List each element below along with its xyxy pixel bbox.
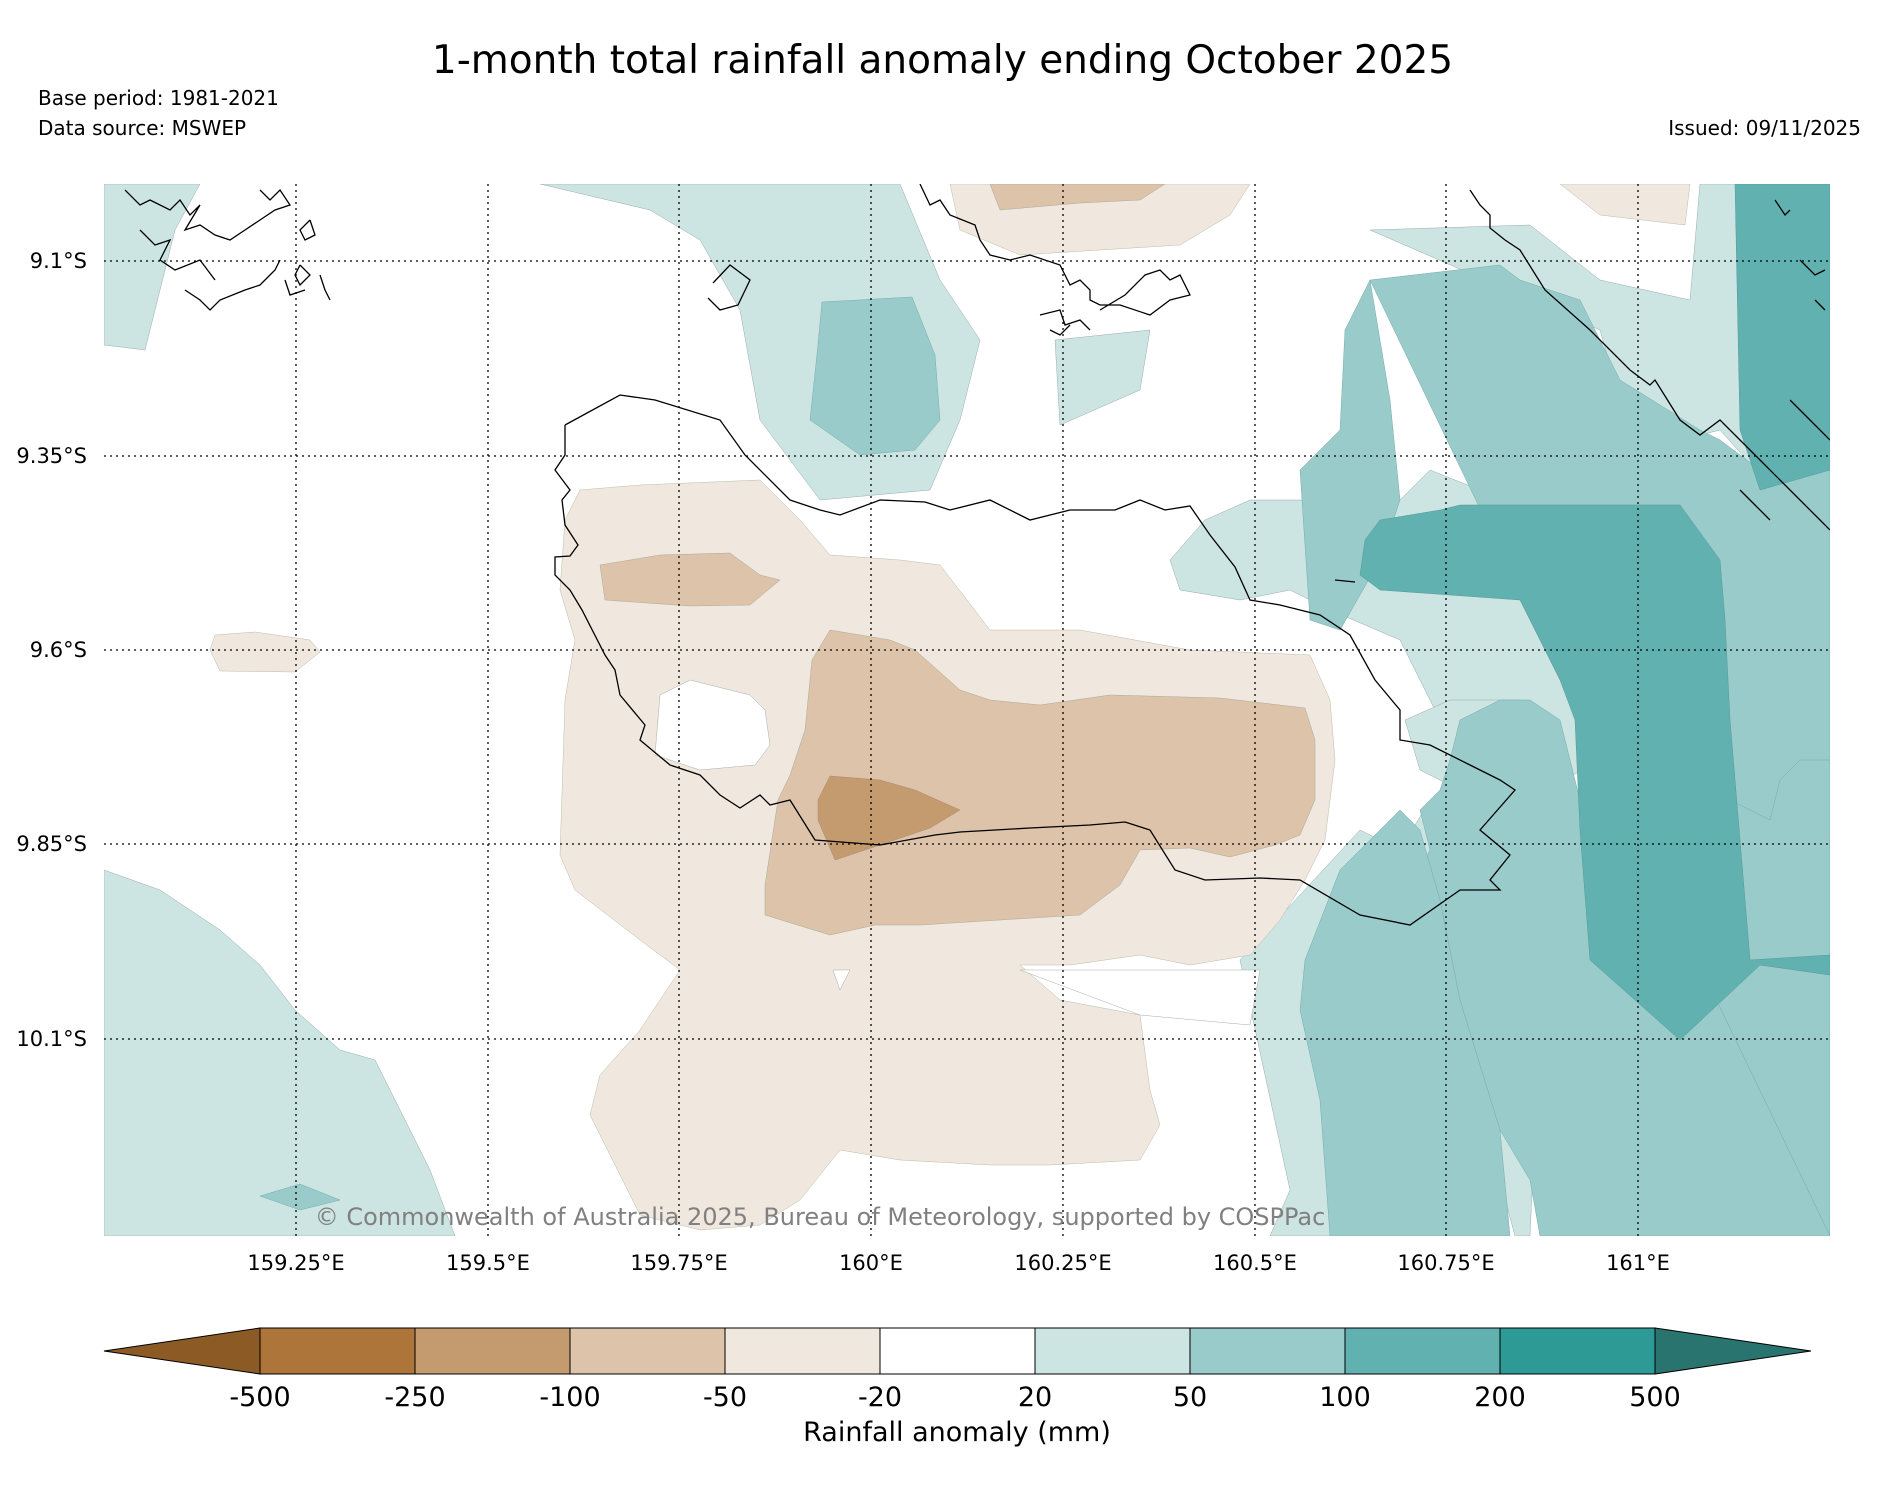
lat-label: 9.85°S (16, 832, 87, 856)
colorbar: -500 -250 -100 -50 -20 20 50 100 200 500… (103, 1327, 1812, 1448)
colorbar-tick: -50 (703, 1382, 747, 1413)
colorbar-tick: -20 (858, 1382, 902, 1413)
lon-label: 159.75°E (630, 1251, 727, 1275)
lat-label: 9.6°S (30, 638, 87, 662)
colorbar-tick: 50 (1173, 1382, 1207, 1413)
lon-label: 160.25°E (1014, 1251, 1111, 1275)
colorbar-label: Rainfall anomaly (mm) (803, 1417, 1111, 1448)
colorbar-tick: 500 (1629, 1382, 1681, 1413)
lon-label: 160.75°E (1397, 1251, 1494, 1275)
colorbar-tick: -250 (384, 1382, 445, 1413)
data-source: Data source: MSWEP (38, 116, 247, 140)
colorbar-extend-left (103, 1327, 261, 1375)
colorbar-segment (724, 1327, 881, 1375)
colorbar-tick: 100 (1319, 1382, 1371, 1413)
coastline (124, 184, 1830, 926)
copyright-text: © Commonwealth of Australia 2025, Bureau… (315, 1203, 1326, 1231)
lon-label: 161°E (1606, 1251, 1670, 1275)
map-plot-area: © Commonwealth of Australia 2025, Bureau… (104, 184, 1830, 1236)
lon-label: 159.25°E (247, 1251, 344, 1275)
lon-labels: 159.25°E 159.5°E 159.75°E 160°E 160.25°E… (247, 1251, 1670, 1275)
lat-label: 10.1°S (16, 1027, 87, 1051)
colorbar-segment (414, 1327, 571, 1375)
contour-neg250-neg100 (817, 775, 961, 861)
lat-label: 9.35°S (16, 444, 87, 468)
map-title: 1-month total rainfall anomaly ending Oc… (431, 38, 1454, 83)
colorbar-segment (1344, 1327, 1501, 1375)
issued-date: Issued: 09/11/2025 (1668, 116, 1861, 140)
lon-label: 159.5°E (446, 1251, 530, 1275)
colorbar-segment (259, 1327, 416, 1375)
base-period: Base period: 1981-2021 (38, 86, 279, 110)
colorbar-segment (1499, 1327, 1656, 1375)
graticule (104, 184, 1830, 1236)
colorbar-segment (569, 1327, 726, 1375)
colorbar-segment (1034, 1327, 1191, 1375)
colorbar-tick: 200 (1474, 1382, 1526, 1413)
contour-neutral-holes (654, 679, 1261, 1026)
colorbar-extend-right (1654, 1327, 1812, 1375)
colorbar-tick: -500 (229, 1382, 290, 1413)
colorbar-segment (1189, 1327, 1346, 1375)
lon-label: 160.5°E (1213, 1251, 1297, 1275)
contour-100-200 (1359, 184, 1830, 1041)
lon-label: 160°E (839, 1251, 903, 1275)
lat-labels: 9.1°S 9.35°S 9.6°S 9.85°S 10.1°S (16, 249, 87, 1051)
colorbar-segment (879, 1327, 1036, 1375)
lat-label: 9.1°S (30, 249, 87, 273)
colorbar-tick: -100 (539, 1382, 600, 1413)
colorbar-tick: 20 (1018, 1382, 1052, 1413)
contour-neg100-neg50 (599, 184, 1316, 936)
